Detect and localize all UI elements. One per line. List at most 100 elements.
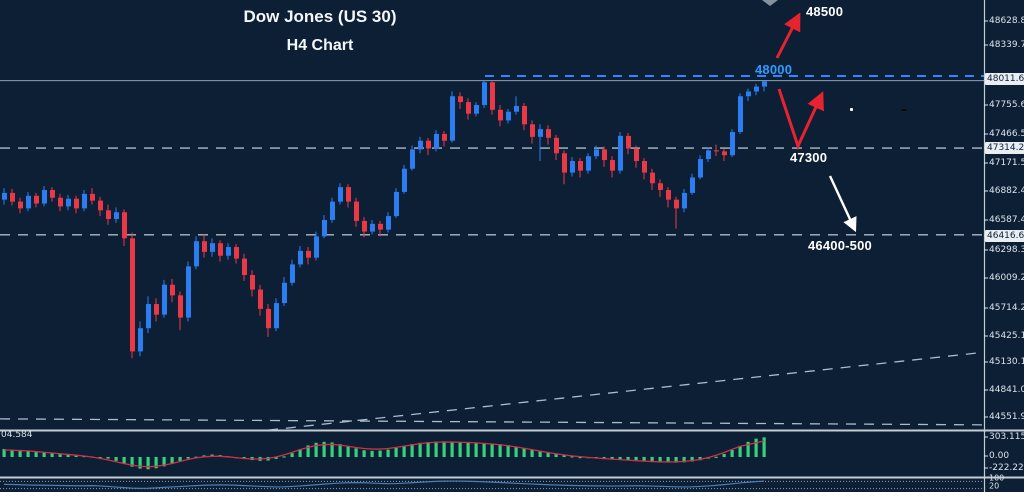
pullback-v-arrow-icon bbox=[777, 88, 824, 151]
bear-candle bbox=[554, 137, 559, 154]
price-axis-label: 46882.40 bbox=[989, 186, 1024, 196]
bull-candle bbox=[26, 195, 31, 209]
bear-candle bbox=[714, 150, 719, 152]
bear-candle bbox=[50, 190, 55, 198]
bull-candle bbox=[370, 223, 375, 232]
bear-candle bbox=[466, 102, 471, 114]
bull-candle bbox=[762, 81, 767, 87]
bear-candle bbox=[258, 289, 263, 309]
candles bbox=[2, 80, 767, 359]
bull-candle bbox=[330, 201, 335, 220]
bull-candle bbox=[42, 190, 47, 204]
bear-candle bbox=[354, 201, 359, 221]
bear-candle bbox=[522, 105, 527, 125]
bear-candle bbox=[130, 238, 135, 352]
bear-candle bbox=[242, 258, 247, 276]
indicator-corner-value: 04.584 bbox=[1, 430, 33, 440]
bull-candle bbox=[282, 282, 287, 304]
bull-candle bbox=[682, 192, 687, 209]
ao-histogram bbox=[2, 437, 766, 470]
bear-candle bbox=[154, 304, 159, 315]
bull-candle bbox=[514, 105, 519, 112]
bear-candle bbox=[458, 96, 463, 103]
price-axis-label: 45714.20 bbox=[989, 303, 1024, 313]
price-axis-label: 47755.60 bbox=[989, 100, 1024, 110]
bear-candle bbox=[34, 195, 39, 204]
bull-candle bbox=[474, 104, 479, 114]
bear-candle bbox=[626, 135, 631, 149]
bear-candle bbox=[530, 124, 535, 137]
price-axis-label: 44551.90 bbox=[989, 412, 1024, 422]
bear-candle bbox=[90, 193, 95, 201]
price-axis-label: 48628.80 bbox=[989, 16, 1024, 26]
price-axis-label-highlighted: 48011.65 bbox=[985, 73, 1024, 85]
bull-candle bbox=[210, 243, 215, 252]
bull-candle bbox=[586, 156, 591, 171]
bull-candle bbox=[538, 129, 543, 137]
bear-candle bbox=[266, 308, 271, 329]
bear-candle bbox=[642, 161, 647, 173]
bear-candle bbox=[650, 172, 655, 184]
price-axis-label-highlighted: 47314.23 bbox=[985, 142, 1024, 154]
bear-candle bbox=[218, 243, 223, 256]
price-axis-label: 303.115 bbox=[989, 432, 1024, 442]
bear-candle bbox=[58, 197, 63, 207]
bear-candle bbox=[498, 109, 503, 121]
price-axis-label: 46587.40 bbox=[989, 215, 1024, 225]
trendline bbox=[0, 418, 984, 426]
bear-candle bbox=[234, 247, 239, 259]
bull-candle bbox=[690, 177, 695, 193]
bear-candle bbox=[442, 133, 447, 141]
bear-candle bbox=[346, 187, 351, 202]
ao-signal-line bbox=[3, 440, 765, 468]
price-axis-label: 48339.70 bbox=[989, 40, 1024, 50]
bull-candle bbox=[66, 198, 71, 207]
bear-candle bbox=[426, 140, 431, 149]
bear-candle bbox=[106, 210, 111, 220]
bull-candle bbox=[402, 168, 407, 192]
bear-candle bbox=[122, 212, 127, 239]
price-axis-label: 47466.50 bbox=[989, 129, 1024, 139]
bear-candle bbox=[634, 148, 639, 162]
bear-candle bbox=[674, 199, 679, 209]
breakout-up-arrow-icon bbox=[775, 12, 801, 59]
bear-candle bbox=[74, 198, 79, 209]
bear-candle bbox=[362, 220, 367, 232]
price-axis-label-highlighted: 46416.67 bbox=[985, 230, 1024, 242]
bull-candle bbox=[386, 216, 391, 230]
bull-candle bbox=[114, 212, 119, 220]
bull-candle bbox=[146, 304, 151, 329]
bull-candle bbox=[482, 82, 487, 105]
bull-candle bbox=[274, 303, 279, 329]
bull-candle bbox=[82, 193, 87, 209]
bear-candle bbox=[610, 160, 615, 171]
stoch-line bbox=[3, 480, 765, 489]
speck bbox=[901, 109, 907, 111]
bear-candle bbox=[722, 151, 727, 156]
bull-candle bbox=[226, 247, 231, 256]
bear-candle bbox=[250, 275, 255, 290]
bull-candle bbox=[314, 236, 319, 258]
bear-candle bbox=[98, 200, 103, 211]
bear-candle bbox=[602, 149, 607, 161]
price-axis-label: 46009.20 bbox=[989, 273, 1024, 283]
price-axis-label: 20 bbox=[989, 481, 1000, 491]
chart-shift-marker-icon bbox=[762, 0, 778, 6]
bull-candle bbox=[594, 149, 599, 157]
bull-candle bbox=[754, 86, 759, 92]
bull-candle bbox=[186, 266, 191, 318]
bear-candle bbox=[18, 201, 23, 209]
bear-candle bbox=[578, 161, 583, 171]
bear-candle bbox=[562, 153, 567, 173]
bull-candle bbox=[434, 133, 439, 149]
bull-candle bbox=[338, 187, 343, 202]
bear-candle bbox=[666, 190, 671, 200]
price-axis-label: 45130.10 bbox=[989, 357, 1024, 367]
bull-candle bbox=[570, 161, 575, 173]
bull-candle bbox=[298, 250, 303, 265]
bear-candle bbox=[658, 183, 663, 191]
bear-candle bbox=[170, 284, 175, 296]
price-axis-label: 46298.30 bbox=[989, 245, 1024, 255]
